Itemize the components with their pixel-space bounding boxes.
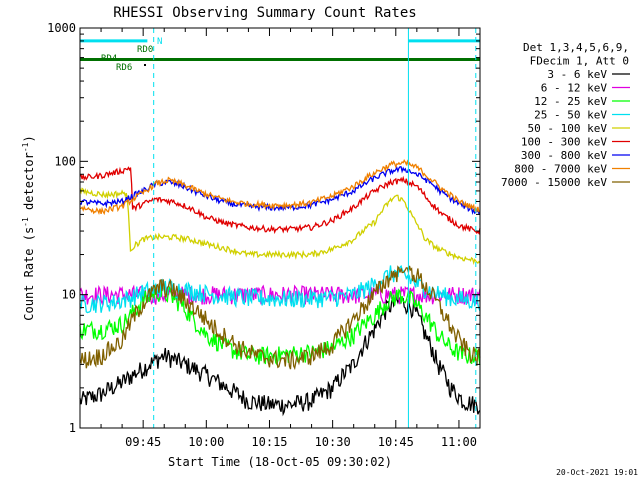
x-axis-label: Start Time (18-Oct-05 09:30:02)	[168, 455, 392, 469]
series-line-7000-15000-kev	[79, 265, 481, 371]
legend-label-25-50-kev: 25 - 50 keV	[534, 109, 607, 122]
legend-label-100-300-kev: 100 - 300 keV	[521, 136, 607, 149]
state-label-rd6: RD6	[116, 63, 132, 73]
timestamp: 20-Oct-2021 19:01	[556, 468, 638, 477]
x-tick-label-10-45: 10:45	[378, 435, 414, 449]
y-axis-label-start: Count Rate (s	[22, 227, 36, 321]
state-label-rd4: RD4	[101, 54, 117, 64]
legend-label-6-12-kev: 6 - 12 keV	[541, 82, 608, 95]
legend-label-800-7000-kev: 800 - 7000 keV	[514, 163, 607, 176]
series-line-800-7000-kev	[79, 159, 481, 216]
y-axis-label-sup1: -1	[21, 217, 30, 227]
y-axis-label: Count Rate (s-1 detector-1)	[21, 135, 36, 320]
state-label-rd0: RD0	[137, 45, 153, 55]
chart-title: RHESSI Observing Summary Count Rates	[113, 5, 416, 21]
series-line-3-6-kev	[79, 294, 481, 417]
x-tick-label-10-00: 10:00	[188, 435, 224, 449]
legend-label-7000-15000-kev: 7000 - 15000 keV	[501, 176, 607, 189]
y-axis-label-end: )	[22, 135, 36, 142]
legend-header-0: Det 1,3,4,5,6,9,	[523, 41, 629, 54]
y-tick-label-1: 1	[69, 421, 76, 435]
state-marker-dot	[144, 64, 146, 66]
legend-header-1: FDecim 1, Att 0	[530, 55, 629, 68]
series-line-100-300-kev	[79, 166, 481, 235]
x-tick-label-10-15: 10:15	[251, 435, 287, 449]
x-tick-label-09-45: 09:45	[125, 435, 161, 449]
y-tick-label-1000: 1000	[47, 21, 76, 35]
legend-label-300-800-kev: 300 - 800 keV	[521, 149, 607, 162]
y-tick-label-100: 100	[54, 154, 76, 168]
y-tick-label-10: 10	[62, 288, 76, 302]
legend-label-50-100-kev: 50 - 100 keV	[528, 122, 608, 135]
series-layer	[79, 159, 481, 417]
legend-label-12-25-kev: 12 - 25 keV	[534, 95, 607, 108]
y-axis-label-mid: detector	[22, 152, 36, 217]
ticks-layer: 09:45 10:00 10:15 10:30 10:45 11:00 1 10 100 1000	[47, 21, 480, 449]
x-tick-label-11-00: 11:00	[441, 435, 477, 449]
y-axis-label-sup2: -1	[21, 142, 30, 152]
legend: Det 1,3,4,5,6,9,FDecim 1, Att 03 - 6 keV…	[501, 41, 630, 189]
state-label-n: N	[157, 37, 162, 47]
plot-frame	[79, 27, 481, 429]
series-line-50-100-kev	[79, 187, 481, 265]
series-line-6-12-kev	[79, 284, 481, 306]
legend-label-3-6-kev: 3 - 6 keV	[547, 68, 607, 81]
x-tick-label-10-30: 10:30	[315, 435, 351, 449]
